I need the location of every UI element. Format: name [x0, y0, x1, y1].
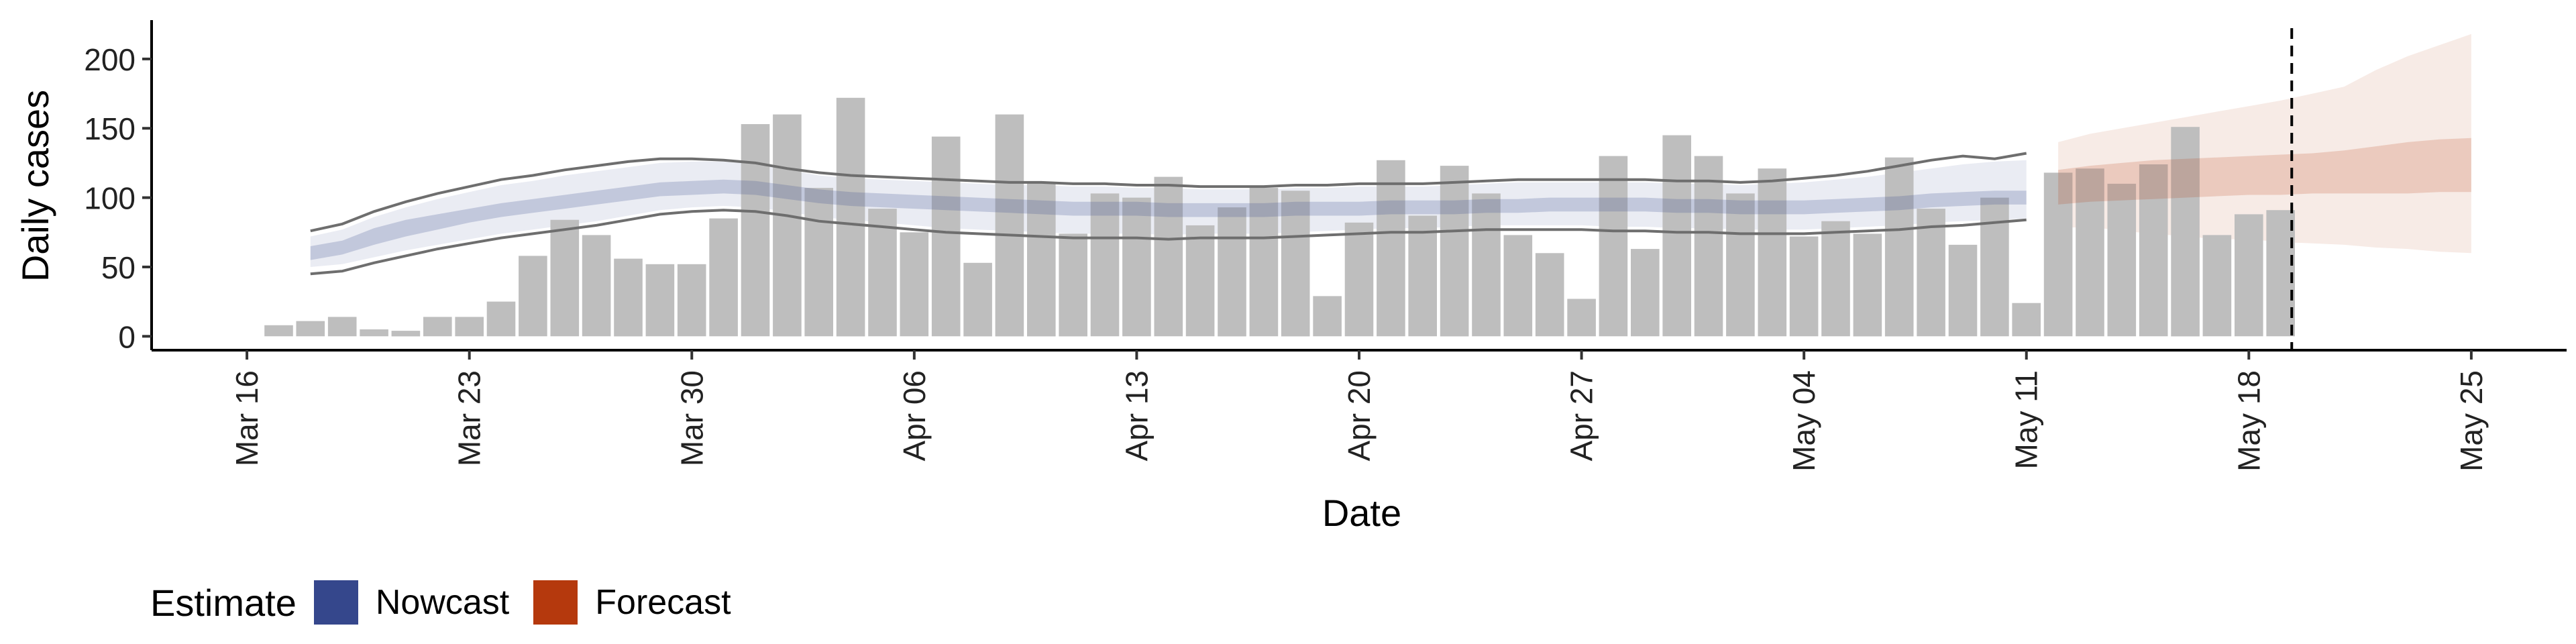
bar: [455, 317, 484, 337]
bar: [963, 262, 992, 337]
nowcast-band-50: [310, 179, 2027, 260]
bar: [550, 219, 580, 337]
bar: [2043, 172, 2073, 337]
bar: [1344, 222, 1374, 337]
bar: [1281, 191, 1310, 337]
bar: [1726, 193, 1755, 337]
bar: [1154, 176, 1183, 337]
axes: 0 50 100 150 200 Mar 16 Mar 23 Mar 30 Apr 06 Apr …: [84, 20, 2567, 472]
bar: [614, 258, 643, 337]
x-tick-label: Mar 23: [452, 370, 487, 466]
bar: [2266, 210, 2295, 337]
legend-swatch-nowcast: [313, 580, 358, 625]
bar: [1313, 296, 1342, 337]
x-tick-label: May 25: [2454, 370, 2489, 472]
bar: [931, 136, 961, 337]
bar: [1535, 253, 1564, 337]
x-tick-label: Mar 16: [229, 370, 264, 466]
bar: [1884, 157, 1914, 337]
x-tick-label: Apr 20: [1342, 370, 1377, 462]
bar: [1408, 215, 1437, 337]
legend-item-nowcast: Nowcast: [313, 580, 510, 625]
y-tick-label: 50: [101, 250, 136, 285]
bar: [1185, 225, 1215, 337]
bar: [1249, 188, 1279, 337]
bar: [423, 317, 452, 337]
bar: [2107, 183, 2137, 337]
bar: [1027, 182, 1056, 337]
bar: [1948, 244, 1978, 337]
x-tick-label: May 04: [1786, 370, 1821, 472]
bar: [1472, 193, 1501, 337]
nowcast-upper-line: [310, 152, 2027, 233]
x-axis-title: Date: [1322, 492, 1401, 534]
bar: [804, 188, 833, 337]
y-tick-label: 100: [84, 181, 136, 216]
bar: [1758, 168, 1787, 337]
bar: [2076, 168, 2104, 337]
x-tick-label: May 18: [2231, 370, 2266, 472]
bar: [1567, 299, 1596, 337]
bar: [677, 264, 706, 337]
bar: [1503, 235, 1533, 337]
legend: Estimate Nowcast Forecast: [150, 576, 755, 629]
x-tick-label: Apr 13: [1119, 370, 1154, 462]
bar: [1662, 135, 1691, 337]
x-tick-label: May 11: [2009, 370, 2044, 469]
y-tick-label: 0: [118, 319, 136, 354]
nowcast-lower-line: [310, 209, 2027, 276]
bar: [296, 321, 325, 337]
bar: [1440, 166, 1469, 337]
bar: [1218, 207, 1246, 337]
bar: [645, 264, 675, 337]
bar: [1377, 160, 1405, 337]
bar: [709, 218, 738, 337]
bar: [1980, 197, 2009, 337]
bar: [1090, 193, 1120, 337]
bar: [1789, 236, 1819, 337]
bar: [1599, 156, 1628, 337]
legend-title: Estimate: [150, 581, 297, 624]
observed-bars: [264, 97, 2295, 337]
bar: [900, 232, 929, 337]
bar: [1059, 233, 1087, 337]
legend-label-forecast: Forecast: [595, 583, 731, 622]
bar: [2235, 214, 2263, 337]
bar: [2202, 235, 2232, 337]
bar: [360, 329, 388, 337]
bar: [868, 209, 897, 337]
legend-item-forecast: Forecast: [533, 580, 731, 625]
bar: [836, 97, 865, 337]
bar: [327, 317, 357, 337]
y-tick-label: 200: [84, 42, 136, 77]
bar: [2139, 164, 2168, 337]
forecast-band-50: [2058, 138, 2471, 205]
bar: [995, 114, 1024, 337]
interval-bands-inner: [310, 138, 2471, 260]
x-tick-label: Apr 06: [897, 370, 932, 462]
bar: [582, 235, 611, 337]
bar: [1694, 156, 1723, 337]
bar: [773, 114, 802, 337]
bar: [1821, 221, 1850, 337]
legend-label-nowcast: Nowcast: [375, 583, 510, 622]
bar: [264, 325, 293, 337]
bar: [741, 124, 770, 337]
bar: [519, 256, 547, 337]
bar: [391, 331, 421, 337]
bar: [1631, 249, 1660, 337]
bar: [1122, 197, 1151, 337]
bar: [486, 301, 516, 337]
interval-outlines: [310, 152, 2027, 276]
bar: [2171, 127, 2200, 337]
legend-swatch-forecast: [533, 580, 578, 625]
x-tick-label: Mar 30: [674, 370, 709, 466]
y-axis-title: Daily cases: [14, 90, 56, 282]
bar: [1917, 209, 1945, 337]
bar: [1853, 233, 1882, 337]
bar: [2012, 303, 2041, 337]
y-tick-label: 150: [84, 111, 136, 146]
x-tick-label: Apr 27: [1564, 370, 1599, 462]
